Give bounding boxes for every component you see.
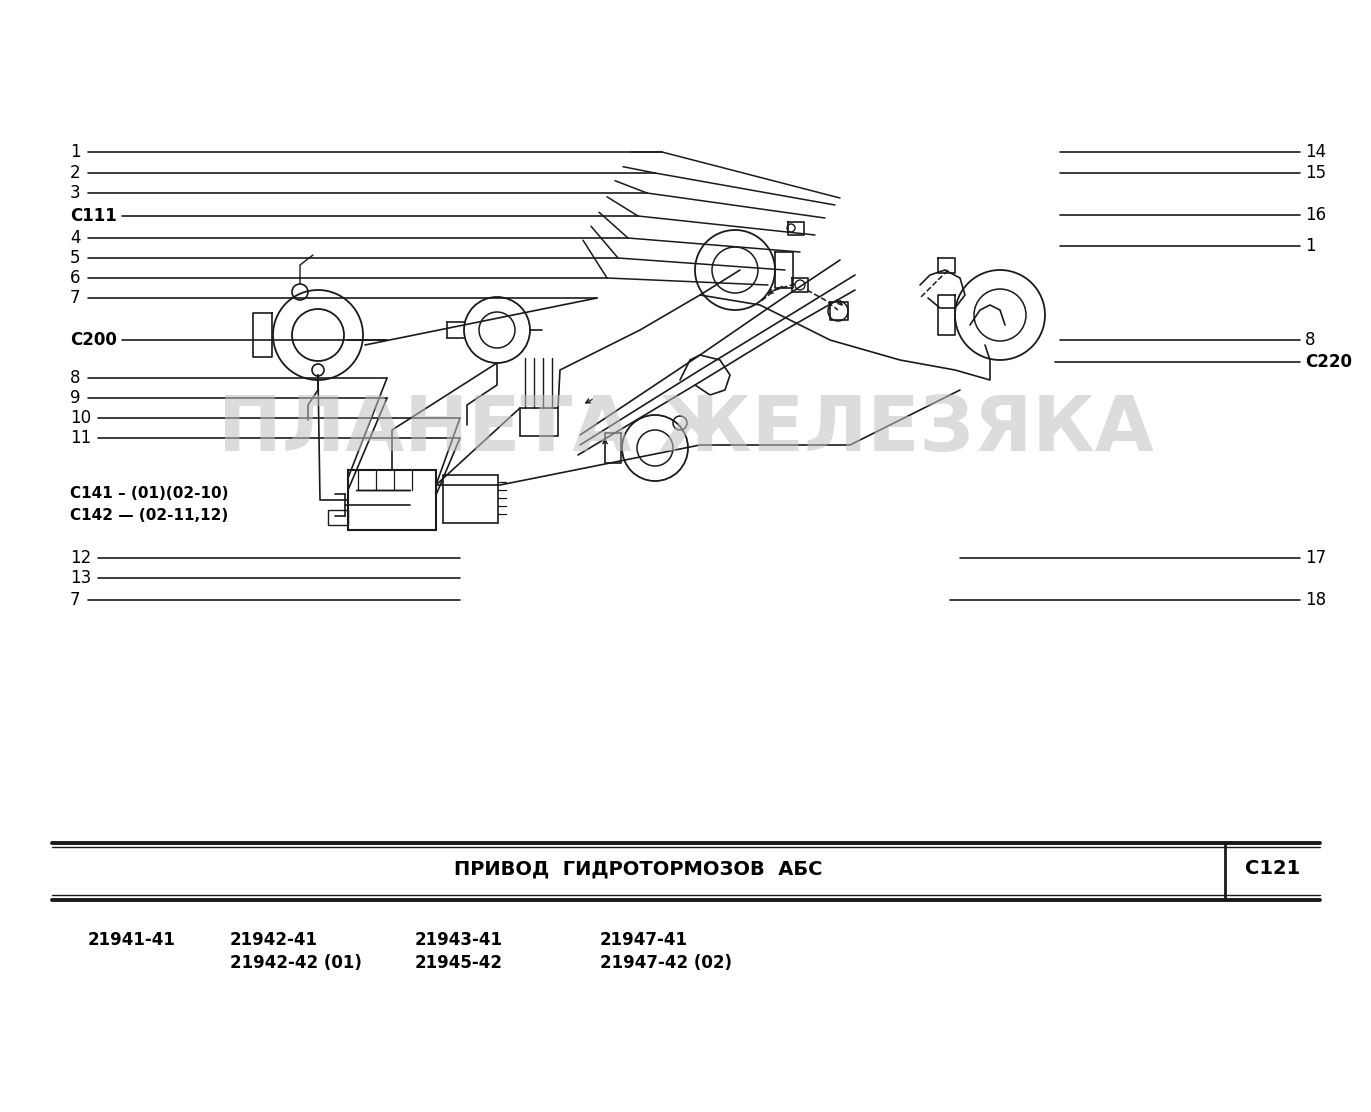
Text: 21945-42: 21945-42 [415, 954, 503, 972]
Text: 21947-41: 21947-41 [600, 931, 688, 949]
Text: ПЛАНЕТА ЖЕЛЕЗЯКА: ПЛАНЕТА ЖЕЛЕЗЯКА [218, 393, 1153, 467]
Text: 3: 3 [70, 183, 81, 202]
Text: С220: С220 [1305, 353, 1352, 371]
Text: 21943-41: 21943-41 [415, 931, 503, 949]
Text: 21942-41: 21942-41 [230, 931, 318, 949]
Text: 13: 13 [70, 569, 92, 587]
Bar [520, 408, 558, 436]
Text: 4: 4 [70, 229, 81, 247]
Text: 7: 7 [70, 590, 81, 609]
Text: 9: 9 [70, 389, 81, 407]
Text: 21947-42 (02): 21947-42 (02) [600, 954, 732, 972]
Text: 18: 18 [1305, 590, 1326, 609]
Text: 7: 7 [70, 289, 81, 307]
Text: 12: 12 [70, 549, 92, 567]
Text: 15: 15 [1305, 163, 1326, 182]
Text: С111: С111 [70, 207, 117, 225]
Text: 1: 1 [1305, 237, 1316, 255]
Text: 17: 17 [1305, 549, 1326, 567]
Text: С141 – (01)(02-10): С141 – (01)(02-10) [70, 487, 229, 502]
Text: 8: 8 [70, 369, 81, 387]
Bar [443, 475, 498, 523]
Bar [328, 510, 348, 525]
Text: 6: 6 [70, 269, 81, 287]
Text: ПРИВОД  ГИДРОТОРМОЗОВ  АБС: ПРИВОД ГИДРОТОРМОЗОВ АБС [454, 860, 823, 878]
Text: 14: 14 [1305, 143, 1326, 161]
Text: 1: 1 [70, 143, 81, 161]
Text: 2: 2 [70, 163, 81, 182]
Bar [348, 470, 436, 530]
Text: 11: 11 [70, 429, 92, 447]
Text: 8: 8 [1305, 331, 1316, 349]
Text: 16: 16 [1305, 206, 1326, 224]
Text: 10: 10 [70, 409, 90, 427]
Text: 5: 5 [70, 249, 81, 267]
Text: 21942-42 (01): 21942-42 (01) [230, 954, 362, 972]
Text: С142 — (02-11,12): С142 — (02-11,12) [70, 508, 228, 524]
Text: 21941-41: 21941-41 [88, 931, 175, 949]
Text: С200: С200 [70, 331, 117, 349]
Text: С121: С121 [1245, 860, 1300, 878]
